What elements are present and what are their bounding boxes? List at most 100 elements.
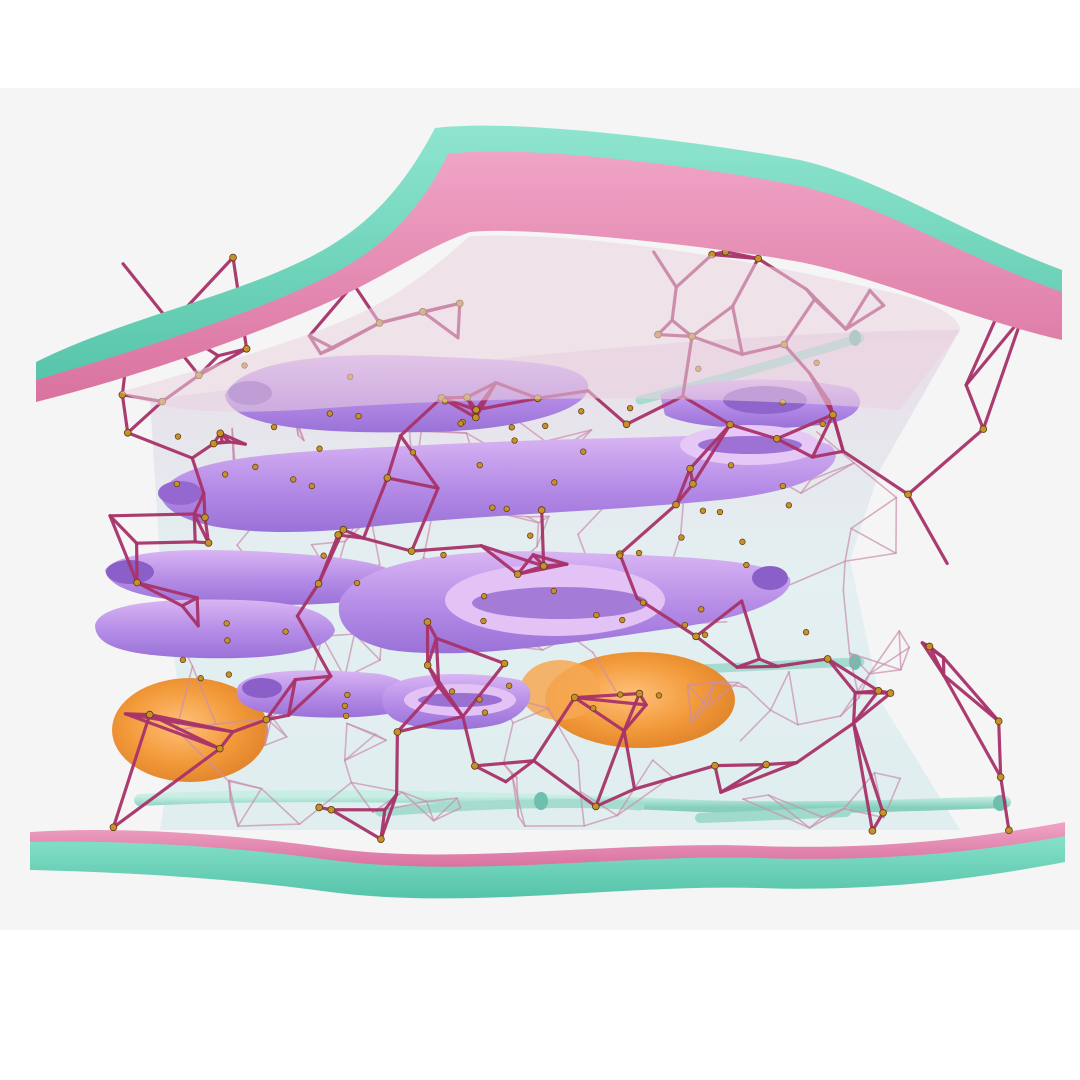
granule bbox=[282, 628, 289, 635]
granule bbox=[315, 803, 323, 812]
filament-strand bbox=[573, 691, 642, 700]
filament-strand-light bbox=[788, 671, 799, 726]
filament-strand bbox=[192, 512, 211, 545]
filament-strand bbox=[851, 689, 881, 725]
filament-strand-light bbox=[237, 823, 301, 827]
granule bbox=[457, 420, 464, 427]
granule bbox=[590, 705, 597, 712]
filament-strand bbox=[398, 434, 440, 490]
granule bbox=[174, 433, 182, 440]
filament-strand-light bbox=[401, 791, 435, 822]
filament-strand bbox=[461, 714, 477, 768]
filament-strand bbox=[795, 721, 856, 765]
filament-strand bbox=[461, 661, 507, 719]
filament-strand-light bbox=[227, 780, 263, 790]
granule bbox=[407, 547, 416, 555]
filament-strand bbox=[826, 657, 881, 693]
filament-strand bbox=[190, 441, 216, 460]
granule bbox=[754, 254, 762, 263]
granule bbox=[727, 462, 735, 469]
filament-strand bbox=[479, 544, 520, 576]
filament-strand-light bbox=[742, 794, 770, 800]
filament-strand bbox=[941, 656, 1001, 723]
filament-strand-light bbox=[873, 771, 902, 780]
granule bbox=[383, 474, 392, 482]
granule bbox=[224, 637, 231, 644]
filament-strand-light bbox=[577, 533, 587, 557]
filament-strand-light bbox=[842, 589, 851, 654]
filament-strand bbox=[295, 582, 321, 618]
filament-strand-light bbox=[842, 560, 846, 592]
filament-strand bbox=[202, 491, 207, 520]
filament-strand-light bbox=[800, 462, 855, 494]
filament-strand bbox=[674, 467, 692, 507]
filament-strand-light bbox=[350, 781, 403, 793]
granule bbox=[229, 253, 237, 262]
granule bbox=[527, 532, 534, 539]
filament-strand-light bbox=[592, 651, 617, 692]
filament-strand-light bbox=[343, 633, 356, 679]
filament-strand bbox=[126, 399, 164, 435]
filament-strand bbox=[231, 718, 269, 734]
filament-strand-light bbox=[175, 729, 230, 783]
granule bbox=[802, 629, 810, 636]
filament-strand-light bbox=[898, 630, 902, 671]
filament-strand-light bbox=[425, 800, 435, 822]
filament-strand-light bbox=[690, 681, 716, 724]
filament-strand-light bbox=[456, 797, 462, 809]
vesicle-opening bbox=[752, 566, 788, 590]
filament-strand bbox=[775, 413, 835, 441]
filament-strand-light bbox=[810, 462, 855, 481]
granule bbox=[829, 410, 837, 419]
filament-strand bbox=[964, 316, 1024, 387]
filament-strand bbox=[719, 760, 799, 794]
granule bbox=[511, 437, 518, 444]
granule bbox=[508, 424, 515, 431]
filament-strand bbox=[694, 599, 744, 638]
filament-strand-light bbox=[742, 798, 811, 829]
granule bbox=[476, 462, 483, 469]
filament-strand bbox=[195, 596, 200, 628]
granule bbox=[506, 682, 513, 689]
filament-strand-light bbox=[537, 515, 550, 524]
filament-strand bbox=[361, 536, 414, 553]
filament-strand bbox=[719, 762, 768, 794]
filament-strand-light bbox=[507, 514, 540, 524]
filament-strand bbox=[681, 394, 732, 427]
filament-strand bbox=[674, 482, 695, 507]
granule bbox=[823, 655, 832, 663]
filament-strand bbox=[295, 614, 333, 678]
granule bbox=[201, 513, 209, 522]
filament-strand bbox=[410, 544, 483, 553]
filament-strand bbox=[851, 721, 885, 815]
granule bbox=[123, 428, 132, 437]
filament-strand-light bbox=[577, 507, 604, 536]
filament-strand-light bbox=[844, 527, 852, 563]
filament-strand-light bbox=[843, 771, 876, 810]
granule bbox=[308, 482, 315, 490]
granule bbox=[550, 587, 557, 595]
filament-strand-light bbox=[346, 722, 377, 736]
filament-strand bbox=[740, 599, 762, 661]
filament-strand bbox=[531, 553, 569, 566]
filament-strand-light bbox=[686, 684, 693, 724]
filament-strand-light bbox=[547, 707, 580, 762]
filament-strand-light bbox=[745, 686, 772, 711]
filament-strand bbox=[385, 476, 440, 490]
filament-strand bbox=[997, 719, 1003, 779]
vesicle-opening bbox=[472, 587, 648, 619]
granule bbox=[739, 538, 746, 545]
filament-strand-light bbox=[577, 759, 582, 793]
filament-strand bbox=[123, 712, 222, 751]
filament-strand-light bbox=[343, 759, 353, 784]
filament-strand-light bbox=[511, 773, 526, 827]
granule bbox=[252, 463, 259, 471]
granule bbox=[762, 760, 770, 769]
filament-strand-light bbox=[526, 515, 540, 524]
granule bbox=[262, 715, 271, 724]
filament-strand bbox=[385, 434, 403, 480]
granule bbox=[994, 717, 1003, 726]
granule bbox=[145, 710, 154, 719]
filament-strand bbox=[148, 712, 222, 751]
granule bbox=[626, 404, 634, 412]
